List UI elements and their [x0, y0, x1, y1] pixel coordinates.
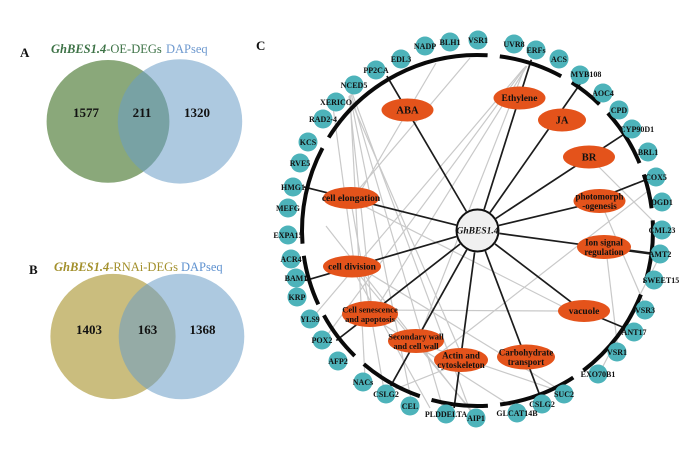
- svg-text:COX5: COX5: [645, 173, 667, 182]
- svg-text:cytoskeleton: cytoskeleton: [437, 360, 485, 370]
- svg-text:KRP: KRP: [289, 293, 306, 302]
- svg-text:KCS: KCS: [300, 138, 317, 147]
- svg-text:RVE5: RVE5: [290, 159, 311, 168]
- svg-text:BR: BR: [582, 153, 597, 164]
- svg-text:CYP90D1: CYP90D1: [620, 125, 654, 134]
- svg-text:XERICO: XERICO: [320, 98, 352, 107]
- svg-text:VSR1: VSR1: [468, 36, 488, 45]
- svg-text:1368: 1368: [190, 322, 217, 337]
- svg-text:VSR1: VSR1: [607, 348, 627, 357]
- svg-text:CML23: CML23: [649, 226, 676, 235]
- svg-text:CPD: CPD: [611, 106, 628, 115]
- svg-text:RAD2-4: RAD2-4: [309, 115, 337, 124]
- svg-text:and apoptosis: and apoptosis: [345, 314, 396, 324]
- svg-text:ACS: ACS: [551, 55, 568, 64]
- svg-text:GhBES1.4: GhBES1.4: [457, 227, 499, 237]
- svg-text:vacuole: vacuole: [569, 307, 600, 317]
- svg-text:B: B: [29, 262, 38, 277]
- svg-text:-ogenesis: -ogenesis: [582, 201, 617, 211]
- svg-text:163: 163: [138, 322, 158, 337]
- svg-text:1577: 1577: [73, 105, 100, 120]
- svg-text:and cell wall: and cell wall: [393, 341, 439, 351]
- svg-text:NADP: NADP: [414, 42, 436, 51]
- svg-text:GLCAT14B: GLCAT14B: [496, 409, 538, 418]
- svg-text:NACs: NACs: [353, 378, 373, 387]
- svg-text:1320: 1320: [184, 105, 210, 120]
- svg-text:cell elongation: cell elongation: [322, 194, 381, 204]
- svg-text:AIP1: AIP1: [467, 414, 485, 423]
- svg-text:Carbohydrate: Carbohydrate: [499, 348, 554, 358]
- svg-text:NCED5: NCED5: [341, 81, 368, 90]
- svg-text:VSR3: VSR3: [635, 306, 655, 315]
- svg-text:C: C: [256, 38, 265, 53]
- svg-text:Cell senescence: Cell senescence: [342, 305, 398, 315]
- svg-text:HMG1: HMG1: [281, 183, 305, 192]
- svg-text:CEL: CEL: [402, 402, 418, 411]
- svg-text:PP2CA: PP2CA: [363, 66, 389, 75]
- svg-text:ABA: ABA: [396, 106, 419, 117]
- svg-text:AMT2: AMT2: [649, 250, 672, 259]
- svg-text:AFP2: AFP2: [328, 357, 348, 366]
- svg-text:JA: JA: [556, 116, 569, 127]
- svg-text:photomorph: photomorph: [575, 192, 623, 202]
- svg-text:PLDDELTA: PLDDELTA: [425, 410, 467, 419]
- svg-text:UVR8: UVR8: [503, 40, 524, 49]
- svg-text:GhBES1.4-OE-DEGs: GhBES1.4-OE-DEGs: [51, 42, 162, 56]
- svg-text:cell division: cell division: [328, 263, 376, 273]
- svg-text:CSLG2: CSLG2: [373, 390, 399, 399]
- svg-text:Secondary wall: Secondary wall: [388, 332, 444, 342]
- svg-text:DGD1: DGD1: [651, 198, 673, 207]
- svg-text:YLS9: YLS9: [300, 315, 320, 324]
- svg-text:Ion signal: Ion signal: [585, 238, 623, 248]
- svg-text:ANT17: ANT17: [622, 328, 647, 337]
- svg-text:A: A: [20, 45, 30, 60]
- svg-text:ERFs: ERFs: [526, 46, 545, 55]
- svg-text:BLH1: BLH1: [440, 38, 461, 47]
- svg-text:DAPseq: DAPseq: [166, 42, 208, 56]
- svg-text:SUC2: SUC2: [554, 390, 574, 399]
- svg-text:BRL1: BRL1: [638, 148, 658, 157]
- svg-text:EDL3: EDL3: [391, 55, 411, 64]
- svg-text:CSLG2: CSLG2: [529, 400, 555, 409]
- svg-text:Ethylene: Ethylene: [502, 94, 538, 104]
- svg-text:MEFG: MEFG: [276, 204, 300, 213]
- svg-text:EXPA15: EXPA15: [273, 231, 302, 240]
- svg-text:SWEET15: SWEET15: [643, 276, 679, 285]
- svg-text:EXO70B1: EXO70B1: [581, 370, 616, 379]
- svg-text:Actin and: Actin and: [442, 351, 480, 361]
- svg-text:MYB108: MYB108: [571, 70, 602, 79]
- svg-text:POX2: POX2: [312, 336, 333, 345]
- svg-text:DAPseq: DAPseq: [181, 260, 223, 274]
- svg-text:transport: transport: [508, 357, 545, 367]
- svg-text:ACR4: ACR4: [280, 255, 301, 264]
- svg-text:regulation: regulation: [584, 247, 623, 257]
- svg-text:211: 211: [133, 105, 152, 120]
- svg-text:GhBES1.4-RNAi-DEGs: GhBES1.4-RNAi-DEGs: [54, 260, 178, 274]
- svg-text:AOC4: AOC4: [592, 89, 614, 98]
- svg-text:1403: 1403: [76, 322, 103, 337]
- svg-text:BAM1: BAM1: [285, 274, 308, 283]
